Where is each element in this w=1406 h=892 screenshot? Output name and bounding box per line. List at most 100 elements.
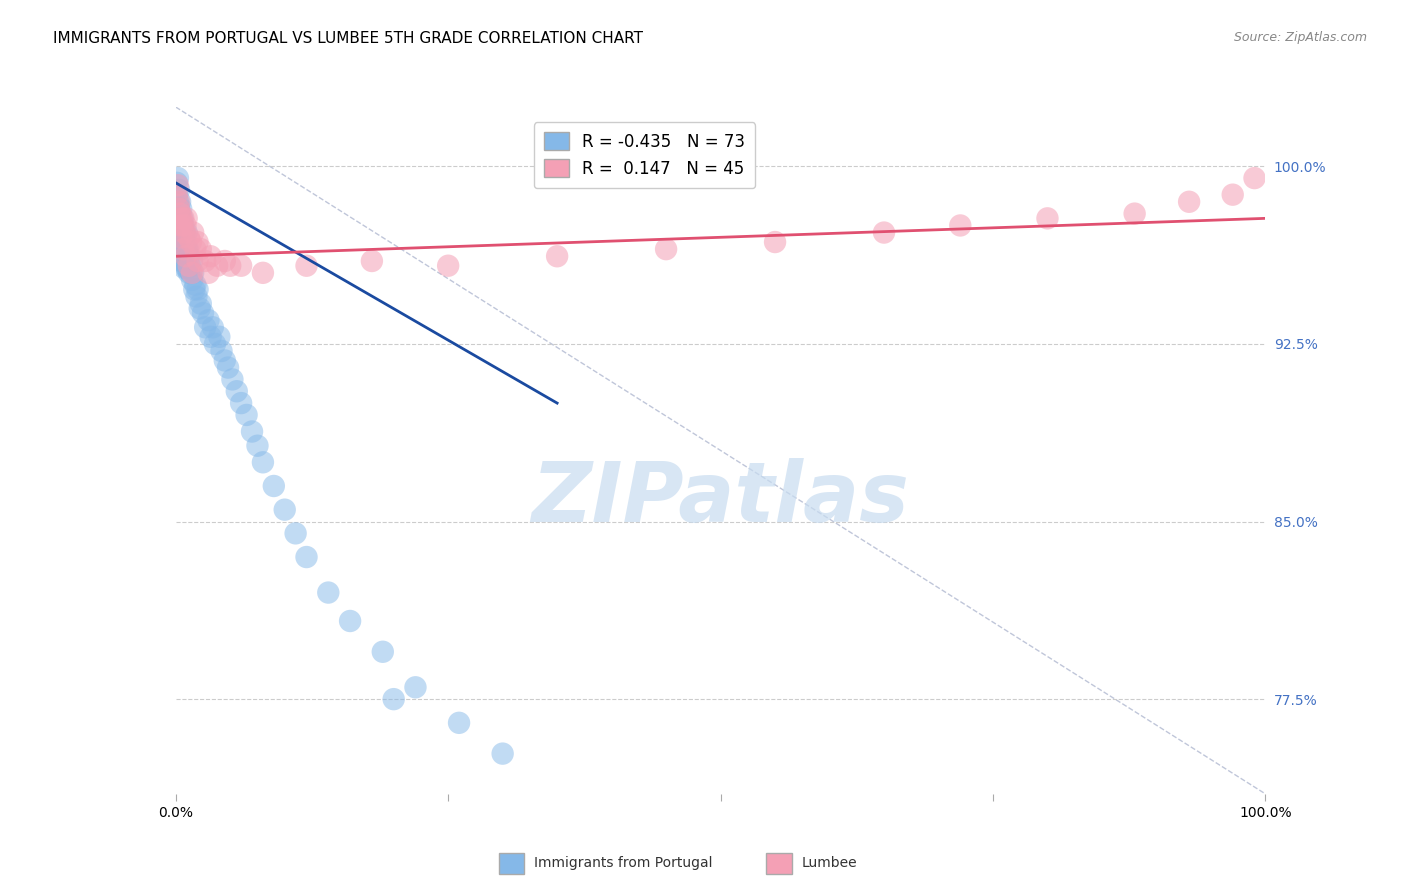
Point <box>179 259 201 273</box>
Point <box>172 219 194 233</box>
Point <box>371 645 394 659</box>
Point <box>167 202 190 216</box>
Point <box>181 266 204 280</box>
Point <box>169 194 191 209</box>
Point <box>166 187 188 202</box>
Point <box>176 226 198 240</box>
Point <box>172 247 194 261</box>
Point <box>167 183 190 197</box>
Point <box>1123 206 1146 220</box>
Point <box>263 479 285 493</box>
Point <box>166 176 188 190</box>
Point <box>284 526 307 541</box>
Point <box>221 372 243 386</box>
Point <box>274 502 297 516</box>
Point <box>201 320 224 334</box>
Point <box>177 242 200 256</box>
Point <box>295 549 318 564</box>
Point <box>186 254 209 268</box>
Point <box>339 614 361 628</box>
Point <box>170 219 193 233</box>
Point <box>170 202 193 216</box>
Text: Source: ZipAtlas.com: Source: ZipAtlas.com <box>1233 31 1367 45</box>
Text: ZIPatlas: ZIPatlas <box>531 458 910 539</box>
Point <box>169 219 191 233</box>
Point <box>166 187 188 202</box>
Point <box>167 235 190 249</box>
Point <box>172 254 194 268</box>
Text: IMMIGRANTS FROM PORTUGAL VS LUMBEE 5TH GRADE CORRELATION CHART: IMMIGRANTS FROM PORTUGAL VS LUMBEE 5TH G… <box>53 31 644 46</box>
Point <box>167 219 190 233</box>
Point <box>208 330 231 344</box>
Point <box>1178 194 1201 209</box>
Point <box>174 219 197 233</box>
Point <box>167 178 190 193</box>
Point <box>252 266 274 280</box>
Point <box>225 384 247 399</box>
Point <box>191 306 214 320</box>
Point <box>231 259 253 273</box>
Point <box>181 226 204 240</box>
Bar <box>499 853 524 874</box>
Bar <box>766 853 792 874</box>
Point <box>170 235 193 249</box>
Point <box>186 235 209 249</box>
Point <box>205 259 228 273</box>
Point <box>180 235 202 249</box>
Point <box>177 261 200 276</box>
Point <box>231 396 253 410</box>
Point <box>167 211 190 226</box>
Point <box>167 194 190 209</box>
Point <box>180 266 202 280</box>
Point <box>169 206 191 220</box>
Point <box>172 227 194 242</box>
Point <box>183 282 205 296</box>
Point <box>177 266 200 280</box>
Point <box>181 254 204 268</box>
Point <box>184 277 207 292</box>
Point <box>170 211 193 226</box>
Point <box>172 211 194 226</box>
Point <box>177 230 200 244</box>
Legend: R = -0.435   N = 73, R =  0.147   N = 45: R = -0.435 N = 73, R = 0.147 N = 45 <box>534 122 755 188</box>
Point <box>172 235 194 249</box>
Point <box>211 343 233 358</box>
Point <box>174 235 197 249</box>
Point <box>1222 187 1244 202</box>
Point <box>173 226 195 240</box>
Point <box>167 171 190 186</box>
Point <box>873 226 896 240</box>
Point <box>174 249 197 263</box>
Point <box>176 242 198 256</box>
Point <box>235 408 257 422</box>
Point <box>437 259 460 273</box>
Point <box>655 242 678 256</box>
Point <box>382 692 405 706</box>
Point <box>492 747 515 761</box>
Point <box>252 455 274 469</box>
Point <box>188 301 211 316</box>
Point <box>200 249 222 263</box>
Point <box>204 337 226 351</box>
Point <box>1243 171 1265 186</box>
Point <box>190 242 212 256</box>
Point <box>246 439 269 453</box>
Point <box>197 266 219 280</box>
Point <box>172 242 194 256</box>
Point <box>763 235 786 249</box>
Point <box>172 219 194 233</box>
Point <box>173 261 195 276</box>
Point <box>190 296 212 310</box>
Point <box>240 425 263 439</box>
Point <box>169 230 191 244</box>
Point <box>169 213 191 227</box>
Point <box>295 259 318 273</box>
Point <box>177 249 200 263</box>
Point <box>176 261 198 276</box>
Point <box>217 360 239 375</box>
Point <box>167 194 190 209</box>
Point <box>177 259 200 273</box>
Text: Immigrants from Portugal: Immigrants from Portugal <box>534 856 713 871</box>
Point <box>214 254 236 268</box>
Point <box>360 254 382 268</box>
